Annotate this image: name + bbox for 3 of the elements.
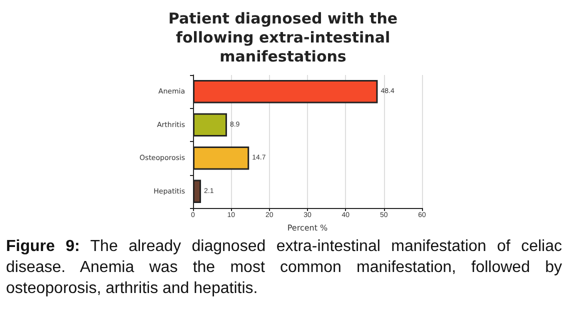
x-axis-title: Percent % bbox=[287, 224, 328, 232]
chart-title: Patient diagnosed with the following extra-intestinal manifestations bbox=[168, 10, 398, 66]
caption: Figure 9: The already diagnosed extra-intestinal manifestation of celiac disease. Anemia was the most common manifestation, followed by osteoporosis, arthritis and hepatitis. bbox=[6, 237, 562, 299]
